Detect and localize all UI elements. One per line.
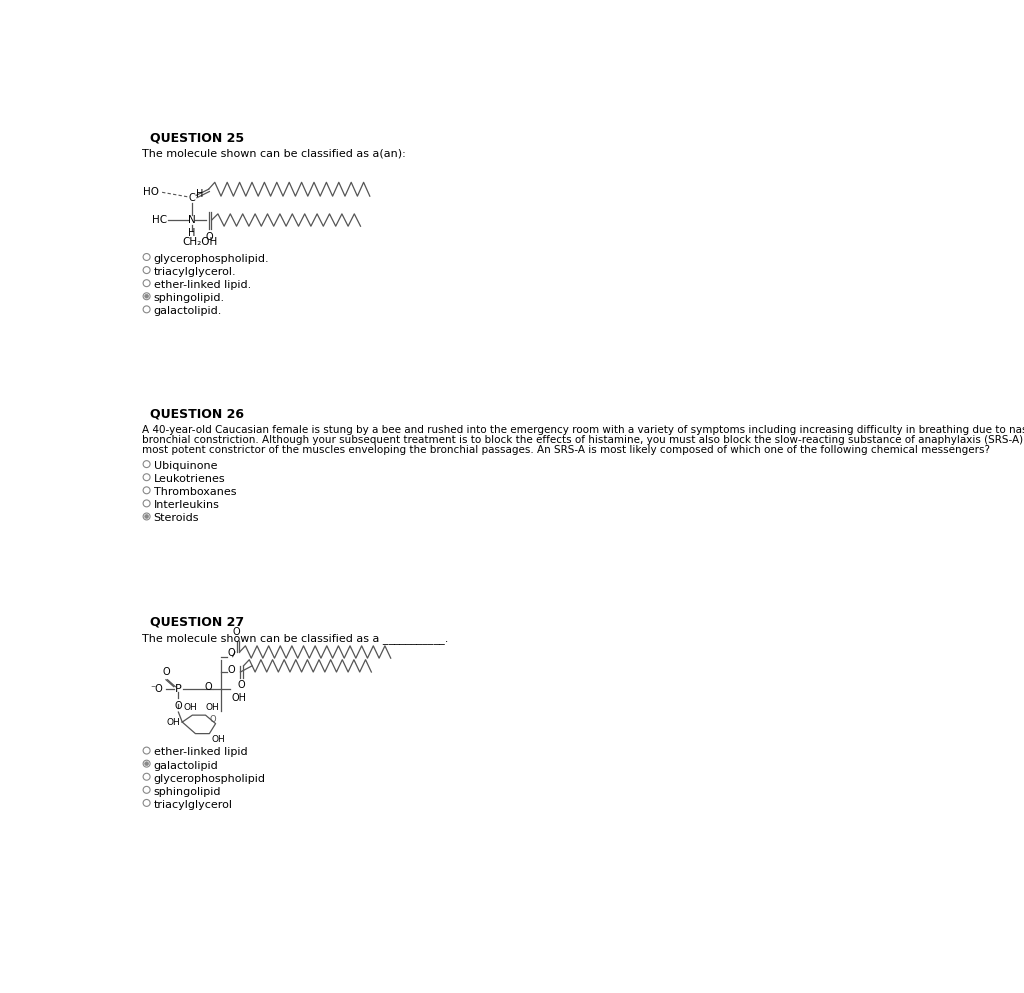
Text: OH: OH <box>212 735 225 744</box>
Text: O: O <box>238 680 246 690</box>
Text: sphingolipid.: sphingolipid. <box>154 293 224 303</box>
Text: H: H <box>187 227 196 237</box>
Text: bronchial constriction. Although your subsequent treatment is to block the effec: bronchial constriction. Although your su… <box>142 435 1024 445</box>
Circle shape <box>144 762 148 766</box>
Text: OH: OH <box>206 703 219 712</box>
Text: CH₂OH: CH₂OH <box>182 237 217 247</box>
Text: A 40-year-old Caucasian female is stung by a bee and rushed into the emergency r: A 40-year-old Caucasian female is stung … <box>142 425 1024 435</box>
Text: sphingolipid: sphingolipid <box>154 786 221 796</box>
Circle shape <box>144 514 148 518</box>
Text: Thromboxanes: Thromboxanes <box>154 488 237 497</box>
Text: QUESTION 27: QUESTION 27 <box>150 616 244 629</box>
Text: glycerophospholipid.: glycerophospholipid. <box>154 254 269 264</box>
Text: OH: OH <box>167 718 180 727</box>
Text: HO: HO <box>143 188 159 198</box>
Text: The molecule shown can be classified as a ___________.: The molecule shown can be classified as … <box>142 633 449 643</box>
Text: ether-linked lipid.: ether-linked lipid. <box>154 280 251 290</box>
Text: Steroids: Steroids <box>154 513 199 523</box>
Text: most potent constrictor of the muscles enveloping the bronchial passages. An SRS: most potent constrictor of the muscles e… <box>142 445 990 455</box>
Text: O: O <box>162 666 170 676</box>
Text: triacylglycerol: triacylglycerol <box>154 799 232 810</box>
Text: QUESTION 25: QUESTION 25 <box>150 131 244 144</box>
Text: HC: HC <box>152 215 167 225</box>
Text: galactolipid: galactolipid <box>154 761 218 771</box>
Text: O: O <box>174 701 182 711</box>
Text: triacylglycerol.: triacylglycerol. <box>154 267 237 277</box>
Text: OH: OH <box>231 693 247 703</box>
Text: O: O <box>204 681 212 692</box>
Text: C: C <box>188 194 195 204</box>
Text: O: O <box>209 715 216 724</box>
Text: QUESTION 26: QUESTION 26 <box>150 408 244 421</box>
Text: ⁻O: ⁻O <box>151 684 163 694</box>
Text: The molecule shown can be classified as a(an):: The molecule shown can be classified as … <box>142 148 406 159</box>
Text: glycerophospholipid: glycerophospholipid <box>154 774 265 783</box>
Text: galactolipid.: galactolipid. <box>154 306 222 316</box>
Text: O: O <box>227 664 234 674</box>
Text: H: H <box>197 189 204 199</box>
Circle shape <box>144 294 148 298</box>
Text: Interleukins: Interleukins <box>154 500 219 510</box>
Text: O: O <box>232 628 241 638</box>
Text: N: N <box>187 215 196 225</box>
Text: ether-linked lipid: ether-linked lipid <box>154 748 247 758</box>
Text: Ubiquinone: Ubiquinone <box>154 461 217 471</box>
Text: P: P <box>175 684 181 694</box>
Text: Leukotrienes: Leukotrienes <box>154 474 225 485</box>
Text: OH: OH <box>184 703 198 712</box>
Text: O: O <box>227 647 234 657</box>
Text: O: O <box>206 232 214 242</box>
